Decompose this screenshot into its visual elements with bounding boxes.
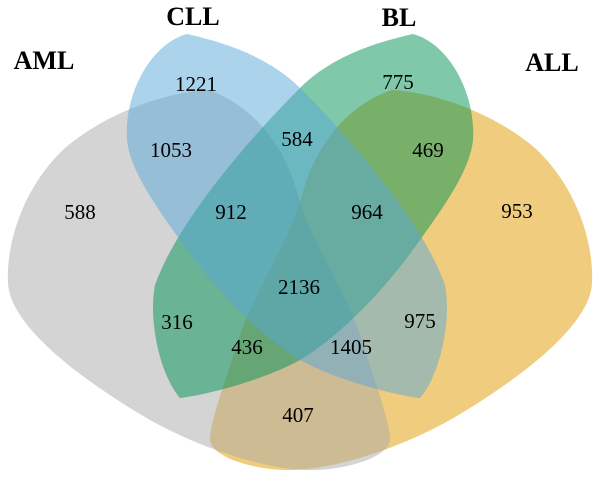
count-cll-bl-all: 964 bbox=[351, 200, 383, 224]
set-label-all: ALL bbox=[525, 48, 578, 77]
cll-set-shape bbox=[126, 34, 448, 398]
count-aml-cll-bl-all: 2136 bbox=[278, 275, 320, 299]
count-cll-all: 975 bbox=[404, 309, 436, 333]
count-bl: 775 bbox=[382, 70, 414, 94]
count-aml-bl-all: 436 bbox=[231, 335, 263, 359]
count-all: 953 bbox=[501, 199, 533, 223]
set-label-cll: CLL bbox=[166, 2, 219, 31]
count-cll-bl: 584 bbox=[281, 127, 313, 151]
count-aml-cll-bl: 912 bbox=[215, 200, 247, 224]
count-bl-all: 469 bbox=[412, 138, 444, 162]
count-aml-cll-all: 1405 bbox=[330, 335, 372, 359]
count-aml-bl: 316 bbox=[161, 310, 193, 334]
count-cll: 1221 bbox=[175, 72, 217, 96]
set-label-bl: BL bbox=[382, 3, 417, 32]
count-aml: 588 bbox=[64, 200, 96, 224]
count-aml-all: 407 bbox=[282, 403, 314, 427]
set-label-aml: AML bbox=[14, 46, 75, 75]
count-aml-cll: 1053 bbox=[150, 138, 192, 162]
